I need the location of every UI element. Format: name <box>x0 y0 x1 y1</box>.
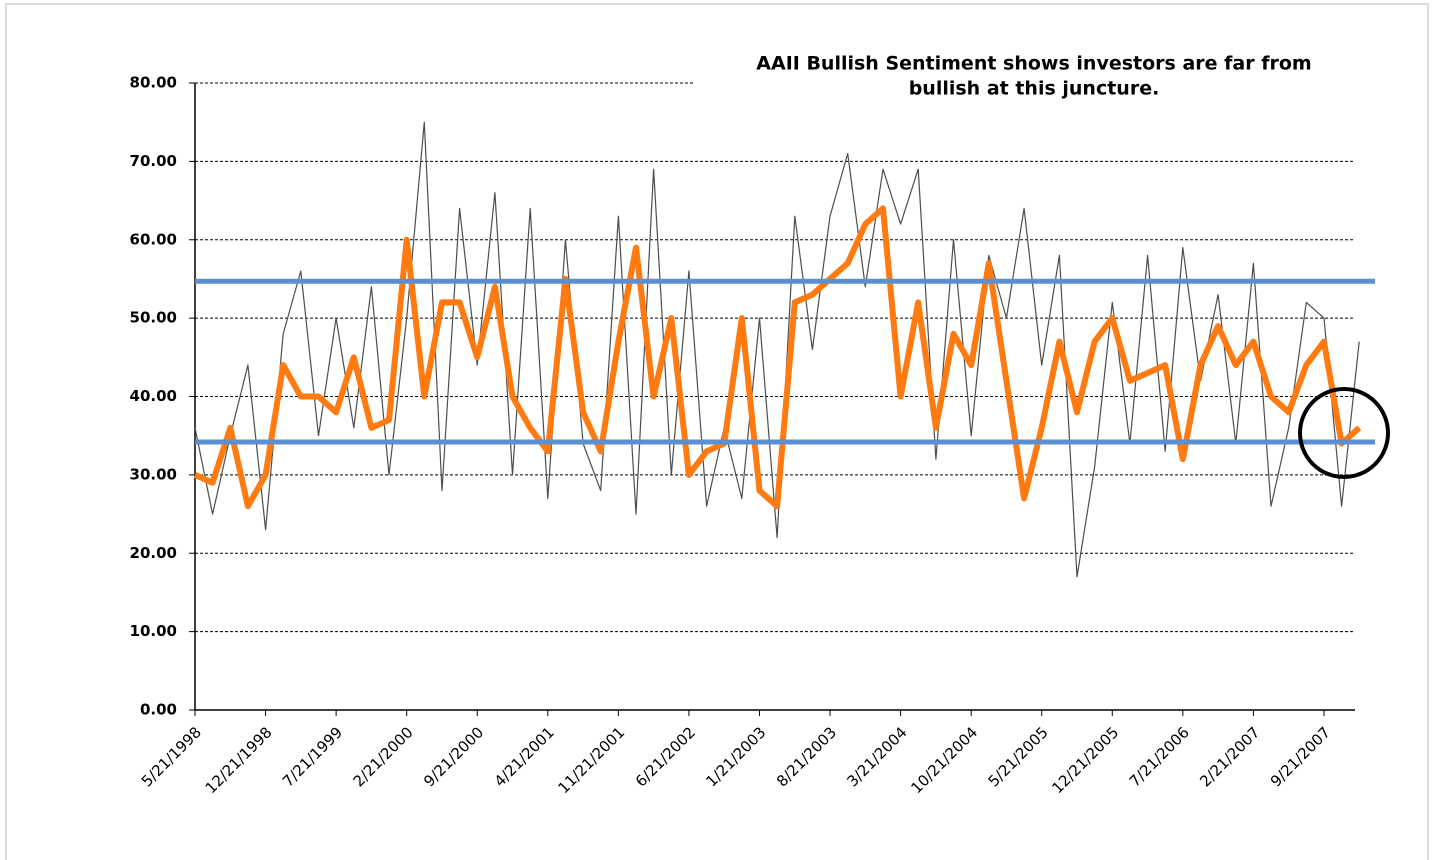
x-tick-label: 4/21/2001 <box>491 723 558 790</box>
y-tick-label: 40.00 <box>130 387 177 405</box>
x-tick-label: 7/21/2006 <box>1126 723 1193 790</box>
y-tick-label: 30.00 <box>130 465 177 483</box>
title-background <box>695 48 1375 106</box>
y-tick-label: 80.00 <box>130 74 177 92</box>
x-tick-label: 10/21/2004 <box>907 723 981 797</box>
frame <box>5 3 1429 860</box>
x-tick-label: 9/21/2000 <box>420 723 487 790</box>
x-tick-label: 12/21/1998 <box>202 723 276 797</box>
highlight-circle <box>1298 387 1390 479</box>
x-tick-label: 3/21/2004 <box>843 723 910 790</box>
y-tick-label: 70.00 <box>130 152 177 170</box>
x-tick-label: 1/21/2003 <box>702 723 769 790</box>
x-tick-label: 8/21/2003 <box>773 723 840 790</box>
y-tick-label: 50.00 <box>130 309 177 327</box>
x-tick-label: 6/21/2002 <box>632 723 699 790</box>
x-tick-label: 5/21/1998 <box>138 723 205 790</box>
x-tick-label: 2/21/2007 <box>1196 723 1263 790</box>
chart-title: AAII Bullish Sentiment shows investors a… <box>756 53 1311 75</box>
y-tick-label: 10.00 <box>130 622 177 640</box>
y-tick-label: 60.00 <box>130 230 177 248</box>
series-line <box>193 205 1362 510</box>
x-tick-label: 12/21/2005 <box>1048 723 1122 797</box>
x-tick-label: 7/21/1999 <box>279 723 346 790</box>
y-tick-label: 20.00 <box>130 544 177 562</box>
x-tick-label: 5/21/2005 <box>985 723 1052 790</box>
series-line <box>194 121 1360 578</box>
x-tick-label: 2/21/2000 <box>350 723 417 790</box>
y-tick-label: 0.00 <box>140 701 177 719</box>
x-tick-label: 9/21/2007 <box>1267 723 1334 790</box>
chart-title: bullish at this juncture. <box>909 78 1160 100</box>
x-tick-label: 11/21/2001 <box>554 723 628 797</box>
